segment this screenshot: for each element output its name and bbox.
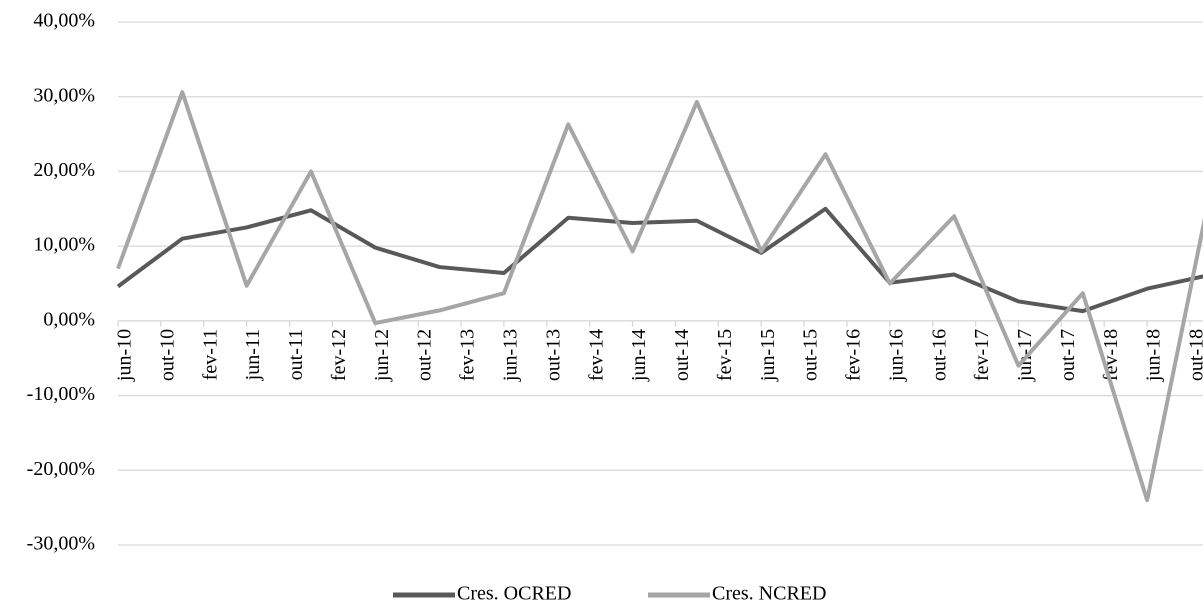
x-tick-label: jun-15 — [757, 329, 779, 382]
legend-label: Cres. NCRED — [712, 583, 826, 605]
x-tick-label: out-17 — [1057, 329, 1079, 381]
x-tick-label: jun-18 — [1143, 329, 1165, 382]
y-tick-label: 10,00% — [33, 234, 95, 256]
x-tick-label: out-13 — [542, 329, 564, 381]
x-tick-label: fev-11 — [199, 329, 221, 380]
x-tick-label: jun-12 — [371, 329, 393, 382]
line-series — [116, 90, 1203, 503]
x-tick-label: fev-15 — [714, 329, 736, 381]
x-tick-label: fev-16 — [843, 329, 865, 381]
x-tick-label: out-11 — [285, 329, 307, 380]
x-tick-label: out-14 — [671, 329, 693, 381]
x-tick-label: out-12 — [414, 329, 436, 381]
x-tick-label: fev-17 — [971, 329, 993, 381]
x-tick-label: jun-14 — [628, 329, 650, 382]
y-tick-label: 20,00% — [33, 159, 95, 181]
x-tick-label: jun-10 — [114, 329, 136, 382]
x-tick-label: out-10 — [156, 329, 178, 381]
x-tick-label: jun-13 — [500, 329, 522, 382]
y-tick-label: -20,00% — [27, 458, 95, 480]
y-tick-label: -10,00% — [27, 383, 95, 405]
x-tick-label: fev-13 — [457, 329, 479, 381]
y-tick-label: 0,00% — [43, 308, 95, 330]
plot-area — [116, 90, 1203, 503]
x-tick-label: fev-14 — [585, 329, 607, 381]
x-tick-label: jun-16 — [885, 329, 907, 382]
legend-label: Cres. OCRED — [457, 583, 571, 605]
x-tick-label: out-16 — [928, 329, 950, 381]
y-tick-label: 30,00% — [33, 84, 95, 106]
x-tick-label: fev-12 — [328, 329, 350, 381]
y-tick-label: -30,00% — [27, 533, 95, 555]
x-tick-label: out-15 — [800, 329, 822, 381]
line-series — [116, 206, 1203, 314]
y-tick-label: 40,00% — [33, 10, 95, 32]
x-tick-label: jun-11 — [242, 329, 264, 381]
x-tick-label: out-18 — [1186, 329, 1203, 381]
